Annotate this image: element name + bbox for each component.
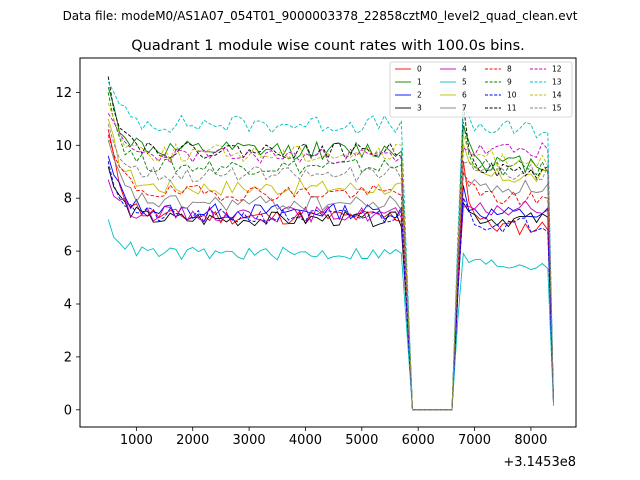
legend-label-15: 15 (552, 104, 562, 113)
series-layer (107, 76, 554, 411)
legend-label-4: 4 (462, 65, 467, 74)
legend-label-2: 2 (417, 91, 422, 100)
x-tick-label: 2000 (176, 433, 209, 448)
series-line-7 (107, 139, 554, 411)
plot-frame (79, 57, 577, 428)
legend-label-3: 3 (417, 104, 422, 113)
series-line-3 (107, 166, 554, 411)
series-line-2 (107, 155, 554, 411)
legend-label-7: 7 (462, 104, 467, 113)
series-line-15 (107, 123, 554, 411)
y-tick-label: 4 (64, 298, 72, 313)
x-axis: 1000 2000 3000 4000 5000 6000 7000 8000 (120, 427, 547, 448)
y-tick-label: 8 (64, 192, 72, 207)
legend-label-13: 13 (552, 78, 562, 87)
x-tick-label: 8000 (514, 433, 547, 448)
series-line-13 (107, 81, 554, 411)
series-line-14 (107, 102, 554, 411)
legend-label-14: 14 (552, 91, 562, 100)
legend-label-9: 9 (507, 78, 512, 87)
figure-suptitle: Data file: modeM0/AS1A07_054T01_90000033… (63, 9, 578, 23)
x-tick-label: 1000 (120, 433, 153, 448)
legend-label-5: 5 (462, 78, 467, 87)
legend-label-10: 10 (507, 91, 517, 100)
chart-title: Quadrant 1 module wise count rates with … (131, 38, 525, 54)
x-tick-label: 6000 (402, 433, 435, 448)
x-tick-label: 4000 (289, 433, 322, 448)
series-line-12 (107, 113, 554, 411)
y-tick-label: 2 (64, 350, 72, 365)
legend-label-8: 8 (507, 65, 512, 74)
series-line-5 (107, 219, 554, 411)
x-tick-label: 3000 (233, 433, 266, 448)
y-axis: 0 2 4 6 8 10 12 (55, 86, 80, 418)
x-tick-label: 5000 (345, 433, 378, 448)
series-line-9 (107, 92, 554, 411)
legend-label-6: 6 (462, 91, 467, 100)
x-offset-label: +3.1453e8 (503, 455, 576, 470)
x-tick-label: 7000 (458, 433, 491, 448)
series-line-6 (107, 118, 554, 411)
series-line-8 (107, 134, 554, 411)
legend-frame (389, 61, 573, 118)
series-line-4 (107, 179, 554, 411)
legend-label-0: 0 (417, 65, 422, 74)
series-line-11 (107, 76, 554, 411)
legend-label-12: 12 (552, 65, 562, 74)
series-line-10 (107, 161, 554, 411)
series-line-1 (107, 86, 554, 411)
legend-label-11: 11 (507, 104, 517, 113)
y-tick-label: 10 (55, 139, 72, 154)
y-tick-label: 0 (64, 403, 72, 418)
y-tick-label: 6 (64, 245, 72, 260)
y-tick-label: 12 (55, 86, 72, 101)
legend-label-1: 1 (417, 78, 422, 87)
